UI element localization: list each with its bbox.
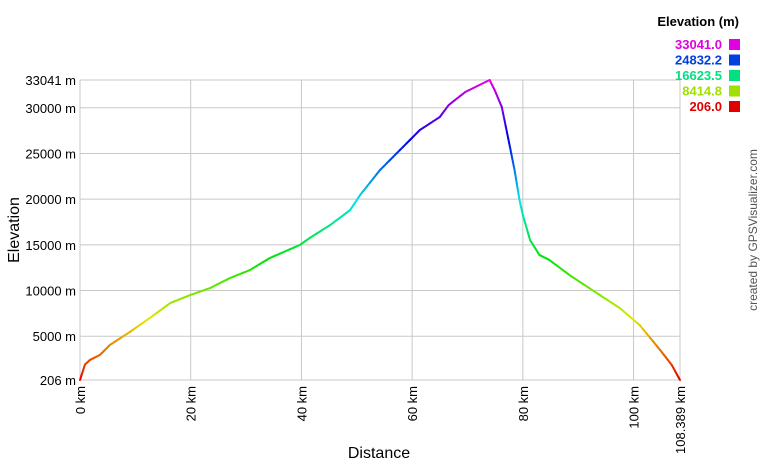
x-tick-label: 40 km [294,386,309,421]
credit-text: created by GPSVisualizer.com [746,149,760,311]
legend-swatch [729,85,740,97]
legend-title: Elevation (m) [657,14,739,29]
y-tick-label: 206 m [40,373,76,388]
elevation-segment [593,290,601,296]
legend-swatch [729,54,740,66]
elevation-segment [677,376,681,381]
x-tick-label: 80 km [516,386,531,421]
y-tick-label: 20000 m [25,192,76,207]
y-tick-label: 30000 m [25,101,76,116]
elevation-segment [504,125,508,134]
y-tick-label: 33041 m [25,73,76,88]
elevation-segment [502,112,506,121]
y-tick-label: 25000 m [25,146,76,161]
x-tick-label: 60 km [405,386,420,421]
legend-entry-label: 206.0 [689,99,722,114]
x-axis-label: Distance [348,445,410,460]
legend-entry-label: 24832.2 [675,53,722,68]
elevation-segment [588,287,596,293]
x-tick-label: 0 km [73,386,88,414]
y-tick-label: 15000 m [25,238,76,253]
elevation-segment [573,277,581,283]
y-tick-label: 10000 m [25,284,76,299]
legend-entry-label: 8414.8 [682,84,722,99]
elevation-segment [583,283,591,290]
x-tick-label: 100 km [627,386,642,429]
elevation-segment [503,118,507,128]
legend-entry-label: 33041.0 [675,37,722,52]
legend-swatch [729,70,740,81]
legend-swatch [729,39,740,50]
legend-entry-label: 16623.5 [675,68,722,83]
x-tick-label: 108.389 km [673,386,688,454]
y-axis-label: Elevation [6,197,23,263]
elevation-segment [578,280,586,286]
legend: Elevation (m) 33041.024832.216623.58414.… [657,14,740,114]
x-tick-label: 20 km [184,386,199,421]
legend-swatch [729,101,740,112]
elevation-segment [507,137,511,147]
y-tick-label: 5000 m [33,329,76,344]
elevation-segment [505,131,510,140]
elevation-segment [568,273,576,280]
elevation-segment [500,106,505,115]
